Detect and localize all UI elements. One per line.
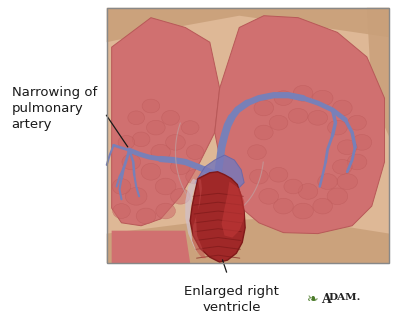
Ellipse shape — [352, 134, 372, 150]
Ellipse shape — [113, 204, 130, 218]
Text: Enlarged right
ventricle: Enlarged right ventricle — [184, 285, 279, 314]
Ellipse shape — [142, 99, 160, 113]
Ellipse shape — [128, 111, 144, 125]
Ellipse shape — [269, 115, 288, 130]
Ellipse shape — [170, 159, 190, 175]
Ellipse shape — [318, 174, 338, 189]
Ellipse shape — [308, 110, 328, 125]
Ellipse shape — [328, 120, 347, 135]
Bar — [107, 8, 390, 263]
Polygon shape — [112, 18, 220, 226]
Ellipse shape — [274, 198, 293, 214]
Ellipse shape — [112, 179, 131, 194]
Ellipse shape — [284, 179, 302, 194]
Polygon shape — [215, 16, 384, 234]
Ellipse shape — [338, 140, 357, 155]
Ellipse shape — [254, 100, 274, 116]
Ellipse shape — [186, 145, 204, 159]
Ellipse shape — [141, 164, 161, 180]
Polygon shape — [190, 172, 245, 262]
Ellipse shape — [250, 169, 268, 184]
Polygon shape — [107, 8, 390, 42]
Ellipse shape — [186, 169, 204, 184]
Ellipse shape — [293, 85, 313, 101]
Ellipse shape — [248, 145, 266, 159]
Polygon shape — [185, 179, 197, 253]
Text: DAM.: DAM. — [328, 293, 361, 302]
Ellipse shape — [312, 90, 333, 106]
Ellipse shape — [254, 125, 273, 140]
Ellipse shape — [122, 154, 141, 170]
Polygon shape — [112, 231, 190, 263]
Ellipse shape — [259, 188, 278, 204]
Ellipse shape — [126, 188, 147, 205]
Ellipse shape — [293, 203, 313, 219]
Polygon shape — [222, 181, 244, 237]
Polygon shape — [367, 8, 390, 263]
Ellipse shape — [327, 188, 348, 205]
Ellipse shape — [332, 100, 352, 116]
Ellipse shape — [274, 91, 293, 106]
Ellipse shape — [348, 115, 366, 130]
Ellipse shape — [313, 198, 332, 214]
Ellipse shape — [166, 134, 185, 150]
Ellipse shape — [155, 178, 176, 195]
Ellipse shape — [132, 132, 150, 147]
Bar — [107, 8, 390, 263]
Ellipse shape — [181, 121, 199, 134]
Text: Narrowing of
pulmonary
artery: Narrowing of pulmonary artery — [12, 86, 97, 132]
Ellipse shape — [298, 184, 318, 199]
Text: A: A — [321, 293, 330, 306]
Ellipse shape — [288, 108, 308, 123]
Ellipse shape — [337, 174, 358, 189]
Polygon shape — [107, 219, 390, 263]
Ellipse shape — [269, 167, 288, 182]
Ellipse shape — [151, 144, 170, 160]
Text: ❧: ❧ — [307, 292, 319, 306]
Ellipse shape — [347, 154, 367, 170]
Ellipse shape — [118, 135, 135, 149]
Polygon shape — [192, 179, 206, 258]
Ellipse shape — [162, 110, 179, 125]
Ellipse shape — [170, 188, 190, 204]
Ellipse shape — [156, 203, 176, 219]
Ellipse shape — [332, 159, 352, 174]
Ellipse shape — [146, 120, 165, 135]
Polygon shape — [195, 155, 244, 196]
Ellipse shape — [136, 208, 156, 224]
